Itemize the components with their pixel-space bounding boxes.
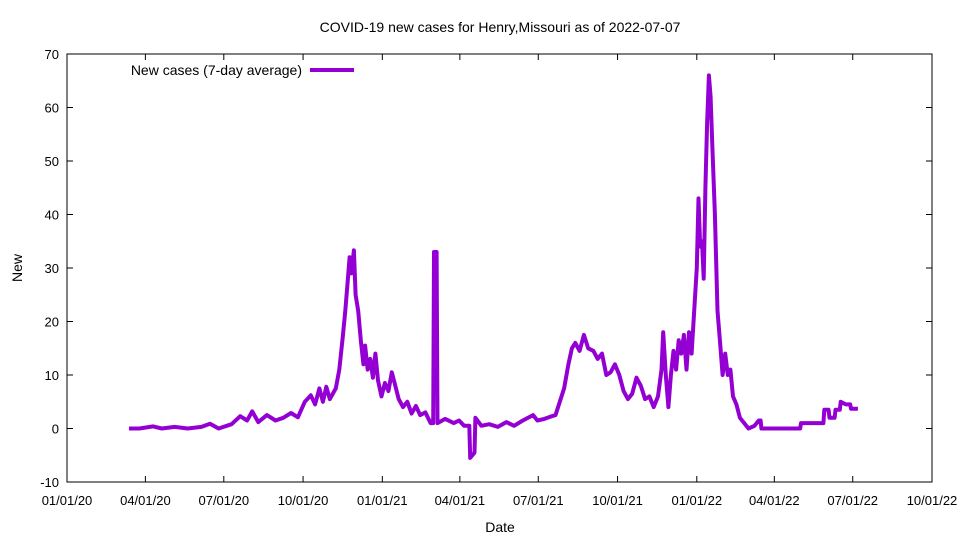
y-tick-label: 70 bbox=[45, 47, 59, 62]
y-tick-label: 0 bbox=[52, 422, 59, 437]
x-tick-label: 04/01/22 bbox=[749, 493, 800, 508]
axes: -10 0 10 20 30 40 50 60 70 01/01/20 04/01/20 07/01/… bbox=[40, 47, 957, 508]
x-tick-label: 07/01/22 bbox=[827, 493, 878, 508]
x-tick-label: 01/01/22 bbox=[671, 493, 722, 508]
plot-area bbox=[129, 73, 858, 460]
x-tick-label: 04/01/21 bbox=[435, 493, 486, 508]
x-tick-label: 01/01/20 bbox=[42, 493, 93, 508]
x-axis-label: Date bbox=[485, 519, 515, 535]
plot-frame bbox=[66, 53, 933, 483]
x-tick-label: 10/01/20 bbox=[278, 493, 329, 508]
x-tick-label: 01/01/21 bbox=[357, 493, 408, 508]
legend-label: New cases (7-day average) bbox=[131, 62, 302, 78]
y-tick-label: 60 bbox=[45, 101, 59, 116]
x-tick-label: 04/01/20 bbox=[120, 493, 171, 508]
x-tick-label: 10/01/22 bbox=[907, 493, 958, 508]
y-tick-label: 10 bbox=[45, 368, 59, 383]
x-tick-label: 07/01/20 bbox=[198, 493, 249, 508]
chart-title: COVID-19 new cases for Henry,Missouri as… bbox=[320, 19, 681, 35]
y-tick-label: 30 bbox=[45, 261, 59, 276]
legend: New cases (7-day average) bbox=[131, 62, 354, 78]
y-tick-label: -10 bbox=[40, 475, 59, 490]
y-tick-label: 20 bbox=[45, 315, 59, 330]
y-axis-label: New bbox=[9, 253, 25, 282]
series-line bbox=[129, 73, 858, 460]
y-tick-label: 50 bbox=[45, 154, 59, 169]
x-tick-label: 10/01/21 bbox=[592, 493, 643, 508]
x-tick-label: 07/01/21 bbox=[513, 493, 564, 508]
y-tick-label: 40 bbox=[45, 208, 59, 223]
